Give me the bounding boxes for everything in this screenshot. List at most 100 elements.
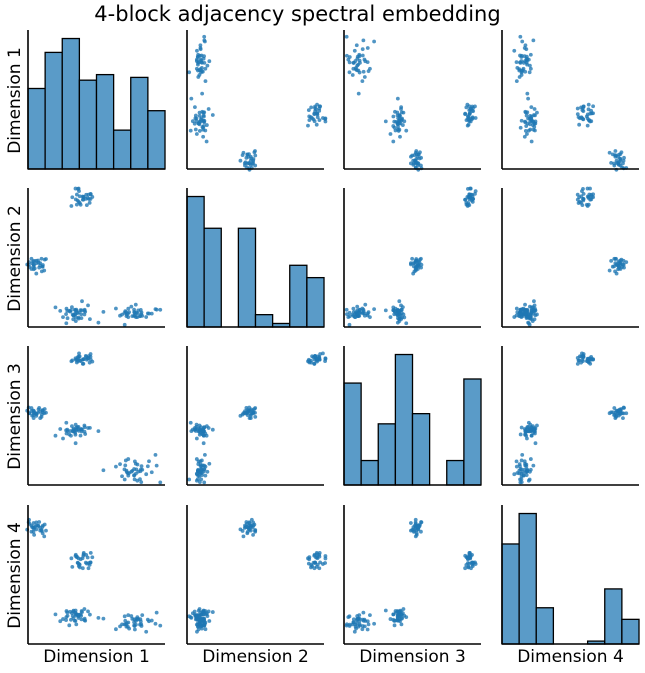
scatter-point-r3c1-103 [114,464,118,469]
scatter-point-r2c3-100 [394,311,399,316]
scatter-point-r2c1-68 [79,316,84,321]
scatter-point-r1c4-135 [519,70,524,75]
scatter-point-r3c1-120 [120,474,124,479]
scatter-point-r4c3-105 [366,622,371,627]
scatter-point-r2c1-96 [78,308,83,312]
scatter-point-r2c1-10 [34,271,39,276]
scatter-point-r3c2-25 [240,412,245,417]
scatter-point-r1c3-129 [344,53,349,58]
scatter-point-r4c2-27 [247,521,252,525]
scatter-point-r4c2-139 [198,624,203,629]
scatter-point-r1c4-91 [524,124,529,128]
scatter-point-r4c3-81 [398,619,402,624]
scatter-point-r2c4-46 [587,192,592,197]
scatter-point-r1c2-89 [202,118,207,123]
scatter-point-r3c4-89 [519,425,524,430]
scatter-point-r1c4-103 [514,79,519,83]
scatter-point-r1c4-81 [522,134,527,139]
scatter-point-r1c3-60 [471,109,476,114]
scatter-point-r4c1-93 [64,615,69,620]
scatter-point-r4c2-50 [323,554,328,558]
scatter-point-r3c2-101 [207,461,212,466]
scatter-point-r4c1-84 [82,607,87,611]
scatter-point-r2c4-132 [527,322,532,327]
scatter-point-r2c4-25 [613,269,617,274]
scatter-point-r1c4-68 [524,113,529,118]
scatter-point-r1c4-86 [528,119,533,124]
chart-title: 4-block adjacency spectral embedding [94,2,501,26]
scatter-point-r4c1-49 [70,564,75,569]
scatter-point-r1c3-98 [397,113,402,117]
scatter-point-r2c1-132 [122,322,127,327]
scatter-point-r1c2-25 [240,153,245,158]
scatter-point-r4c2-21 [253,528,257,533]
scatter-point-r2c3-134 [357,308,362,312]
scatter-point-r1c3-106 [362,57,367,62]
scatter-point-r3c2-99 [189,429,194,434]
scatter-point-r4c2-58 [312,566,317,571]
scatter-point-r4c2-140 [194,615,199,620]
scatter-point-r2c4-103 [514,306,519,311]
scatter-point-r2c4-29 [617,264,621,269]
histogram-bar-2-8 [306,276,325,328]
scatter-point-r2c4-50 [588,186,592,191]
scatter-point-r1c3-140 [346,57,351,62]
scatter-point-r2c1-121 [118,313,122,318]
scatter-point-r4c1-135 [122,622,127,627]
scatter-point-r1c4-134 [522,54,527,59]
scatter-point-r1c3-48 [466,117,470,121]
scatter-point-r4c3-26 [413,525,418,529]
scatter-point-r3c1-40 [77,351,81,356]
histogram-bar-2-5 [254,314,274,328]
scatter-point-r1c4-119 [528,66,533,71]
scatter-point-r1c2-93 [188,128,193,133]
scatter-point-r2c1-90 [79,312,84,317]
scatter-point-r2c1-69 [70,305,74,310]
scatter-point-r1c4-94 [529,105,534,109]
scatter-point-r4c3-53 [469,566,473,571]
scatter-point-r1c4-95 [518,125,523,130]
scatter-point-r1c3-111 [365,60,370,65]
scatter-point-r4c1-56 [81,553,86,558]
scatter-point-r1c4-137 [523,43,528,48]
scatter-point-r2c4-13 [624,260,629,265]
scatter-point-r2c1-59 [75,198,80,203]
scatter-point-r1c4-58 [575,112,580,117]
scatter-point-r2c3-29 [416,264,421,269]
scatter-point-r3c1-29 [40,408,45,413]
scatter-point-r2c1-95 [67,309,72,313]
scatter-point-r4c3-98 [397,610,402,614]
scatter-point-r1c3-86 [402,119,407,124]
scatter-point-r1c4-131 [531,38,536,43]
scatter-point-r1c3-93 [404,128,409,133]
scatter-point-r4c3-139 [353,624,358,629]
histogram-bar-1-7 [130,76,149,170]
scatter-point-r2c3-80 [388,315,393,320]
scatter-point-r4c3-138 [361,618,366,623]
scatter-point-r4c1-123 [101,616,106,621]
scatter-point-r4c2-46 [317,554,322,559]
scatter-point-r1c4-11 [607,150,612,155]
scatter-point-r1c3-132 [347,70,352,75]
scatter-point-r1c2-94 [193,105,197,109]
scatter-point-r3c2-134 [202,467,206,472]
scatter-point-r1c4-64 [532,107,537,111]
scatter-point-r2c1-55 [78,202,83,207]
scatter-point-r1c3-51 [467,111,472,116]
scatter-point-r3c1-62 [53,433,58,438]
scatter-point-r1c2-121 [196,75,201,79]
histogram-bar-1-2 [44,51,63,170]
scatter-point-r2c1-60 [83,196,88,201]
scatter-point-r4c1-62 [53,612,58,617]
scatter-point-r3c2-84 [197,423,202,428]
histogram-bar-4-3 [535,607,555,645]
histogram-bar-4-8 [621,618,640,645]
scatter-point-r4c3-84 [401,607,406,611]
scatter-point-r2c3-138 [361,309,366,314]
scatter-point-r4c1-11 [42,534,47,539]
scatter-point-r2c1-21 [44,257,48,261]
scatter-point-r2c1-134 [138,308,143,312]
scatter-point-r4c3-121 [362,624,367,629]
scatter-point-r2c1-81 [58,308,63,313]
scatter-point-r2c4-140 [526,315,531,320]
